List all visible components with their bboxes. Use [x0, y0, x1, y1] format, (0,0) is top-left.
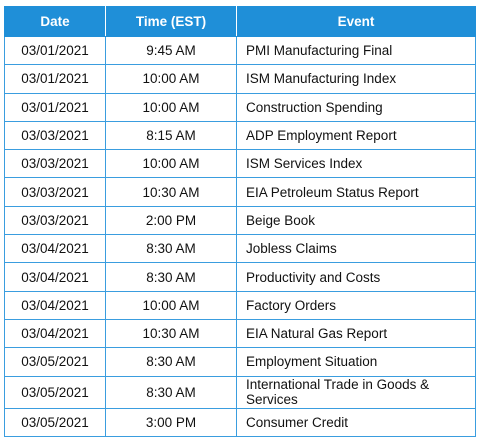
cell-time: 8:30 AM [105, 234, 237, 264]
header-time: Time (EST) [105, 6, 237, 37]
cell-date: 03/03/2021 [4, 149, 106, 179]
cell-date: 03/04/2021 [4, 262, 106, 292]
cell-event: ISM Services Index [236, 149, 476, 179]
cell-date: 03/01/2021 [4, 64, 106, 94]
cell-event: Productivity and Costs [236, 262, 476, 292]
cell-time: 9:45 AM [105, 35, 237, 66]
cell-date: 03/03/2021 [4, 120, 106, 151]
table-row: 03/01/2021 10:00 AM ISM Manufacturing In… [4, 64, 476, 94]
cell-time: 3:00 PM [105, 407, 237, 437]
cell-date: 03/05/2021 [4, 347, 106, 377]
cell-date: 03/03/2021 [4, 177, 106, 207]
economic-calendar-table: Date Time (EST) Event 03/01/2021 9:45 AM… [4, 6, 476, 437]
header-date: Date [4, 6, 106, 37]
cell-time: 8:30 AM [105, 375, 237, 409]
cell-event: Jobless Claims [236, 234, 476, 264]
cell-event: International Trade in Goods & Services [236, 375, 476, 409]
cell-date: 03/03/2021 [4, 205, 106, 236]
cell-event: EIA Natural Gas Report [236, 318, 476, 349]
cell-date: 03/04/2021 [4, 234, 106, 264]
cell-date: 03/01/2021 [4, 92, 106, 122]
table-row: 03/04/2021 8:30 AM Jobless Claims [4, 234, 476, 264]
cell-event: Consumer Credit [236, 407, 476, 437]
header-event: Event [236, 6, 476, 37]
table-row: 03/05/2021 8:30 AM Employment Situation [4, 347, 476, 377]
table-row: 03/04/2021 8:30 AM Productivity and Cost… [4, 262, 476, 292]
table-row: 03/05/2021 8:30 AM International Trade i… [4, 375, 476, 409]
table-row: 03/01/2021 10:00 AM Construction Spendin… [4, 92, 476, 122]
cell-date: 03/04/2021 [4, 290, 106, 320]
table-row: 03/03/2021 8:15 AM ADP Employment Report [4, 120, 476, 151]
table-row: 03/04/2021 10:00 AM Factory Orders [4, 290, 476, 320]
cell-event: Construction Spending [236, 92, 476, 122]
cell-time: 10:00 AM [105, 64, 237, 94]
cell-time: 10:00 AM [105, 149, 237, 179]
table-row: 03/03/2021 10:30 AM EIA Petroleum Status… [4, 177, 476, 207]
cell-event: ADP Employment Report [236, 120, 476, 151]
table-header-row: Date Time (EST) Event [4, 6, 476, 37]
cell-event: EIA Petroleum Status Report [236, 177, 476, 207]
cell-time: 8:30 AM [105, 347, 237, 377]
cell-time: 10:00 AM [105, 92, 237, 122]
cell-time: 10:30 AM [105, 318, 237, 349]
table-row: 03/03/2021 2:00 PM Beige Book [4, 205, 476, 236]
cell-time: 8:30 AM [105, 262, 237, 292]
cell-date: 03/05/2021 [4, 375, 106, 409]
table-row: 03/03/2021 10:00 AM ISM Services Index [4, 149, 476, 179]
cell-time: 10:30 AM [105, 177, 237, 207]
cell-event: ISM Manufacturing Index [236, 64, 476, 94]
table-row: 03/04/2021 10:30 AM EIA Natural Gas Repo… [4, 318, 476, 349]
table-row: 03/01/2021 9:45 AM PMI Manufacturing Fin… [4, 35, 476, 66]
cell-event: Factory Orders [236, 290, 476, 320]
cell-date: 03/04/2021 [4, 318, 106, 349]
cell-event: Beige Book [236, 205, 476, 236]
cell-time: 2:00 PM [105, 205, 237, 236]
cell-time: 10:00 AM [105, 290, 237, 320]
cell-event: Employment Situation [236, 347, 476, 377]
cell-time: 8:15 AM [105, 120, 237, 151]
cell-event: PMI Manufacturing Final [236, 35, 476, 66]
cell-date: 03/01/2021 [4, 35, 106, 66]
table-row: 03/05/2021 3:00 PM Consumer Credit [4, 407, 476, 437]
cell-date: 03/05/2021 [4, 407, 106, 437]
